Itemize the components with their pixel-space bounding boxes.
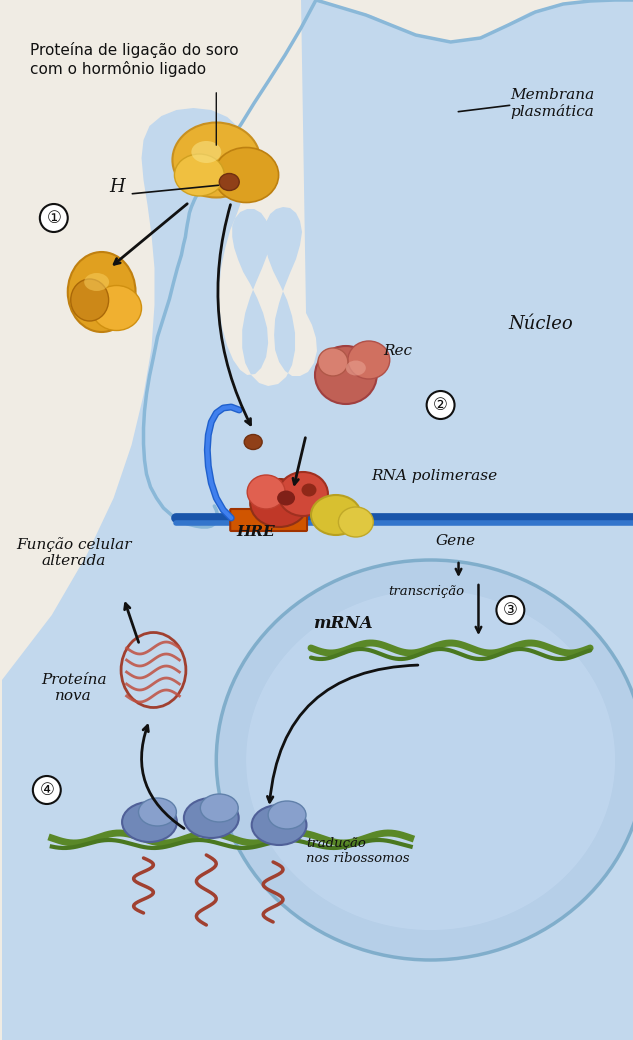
Ellipse shape: [92, 286, 142, 331]
Text: transcrição: transcrição: [389, 586, 465, 598]
Ellipse shape: [252, 805, 306, 846]
Text: ③: ③: [503, 601, 518, 619]
Ellipse shape: [244, 435, 262, 449]
Ellipse shape: [200, 794, 238, 822]
Ellipse shape: [301, 484, 316, 496]
Text: Núcleo: Núcleo: [508, 315, 573, 333]
Text: Função celular
alterada: Função celular alterada: [16, 537, 132, 568]
Text: Proteína de ligação do soro
com o hormônio ligado: Proteína de ligação do soro com o hormôn…: [30, 42, 239, 77]
Ellipse shape: [248, 475, 285, 509]
Text: RNA polimerase: RNA polimerase: [371, 469, 497, 483]
Ellipse shape: [71, 279, 109, 321]
Text: Membrana
plasmática: Membrana plasmática: [510, 88, 594, 120]
Ellipse shape: [315, 346, 377, 404]
Ellipse shape: [278, 472, 328, 516]
Ellipse shape: [172, 123, 260, 198]
Text: H: H: [110, 178, 125, 196]
Ellipse shape: [184, 798, 239, 838]
Ellipse shape: [311, 495, 361, 535]
FancyBboxPatch shape: [230, 509, 307, 531]
Ellipse shape: [339, 508, 373, 537]
Ellipse shape: [175, 154, 224, 196]
Ellipse shape: [191, 141, 222, 163]
Text: tradução
nos ribossomos: tradução nos ribossomos: [306, 837, 410, 865]
Ellipse shape: [250, 479, 308, 527]
Text: Proteína
nova: Proteína nova: [41, 673, 106, 703]
Ellipse shape: [277, 491, 295, 505]
Text: ②: ②: [433, 396, 448, 414]
Circle shape: [33, 776, 61, 804]
Text: ④: ④: [39, 781, 54, 799]
Ellipse shape: [214, 148, 279, 203]
Ellipse shape: [219, 174, 239, 190]
Ellipse shape: [346, 361, 366, 375]
Ellipse shape: [68, 252, 135, 332]
Ellipse shape: [84, 274, 109, 291]
Circle shape: [496, 596, 524, 624]
Text: HRE: HRE: [236, 525, 275, 539]
Ellipse shape: [348, 341, 390, 379]
Circle shape: [427, 391, 454, 419]
Text: ①: ①: [46, 209, 61, 227]
Ellipse shape: [122, 802, 177, 842]
Text: mRNA: mRNA: [313, 615, 373, 632]
Text: Gene: Gene: [436, 534, 475, 548]
Circle shape: [40, 204, 68, 232]
Text: Rec: Rec: [383, 344, 412, 358]
Ellipse shape: [246, 590, 615, 930]
Ellipse shape: [216, 560, 633, 960]
Ellipse shape: [139, 798, 177, 826]
Ellipse shape: [268, 801, 306, 829]
Ellipse shape: [318, 348, 348, 376]
